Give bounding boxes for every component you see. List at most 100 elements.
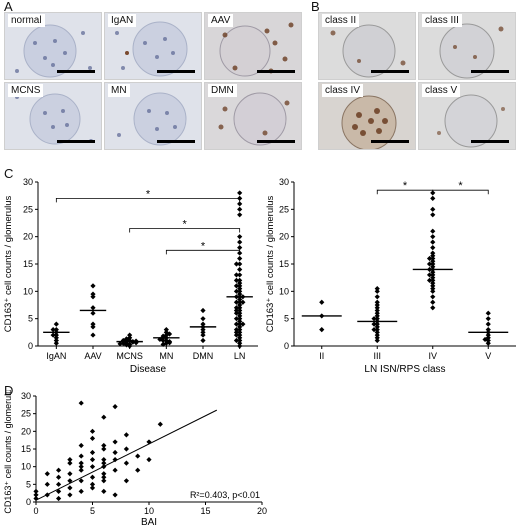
micrograph-normal-image (5, 13, 101, 79)
data-point (157, 421, 163, 427)
data-point (101, 457, 107, 463)
data-point (374, 329, 380, 335)
data-point (89, 435, 96, 441)
data-point (374, 335, 380, 341)
data-point (53, 340, 59, 346)
scale-bar (371, 140, 409, 143)
data-point (89, 457, 96, 463)
data-point (237, 190, 243, 196)
micrograph-mcns: MCNS (4, 82, 102, 150)
data-point (430, 234, 436, 240)
data-point (237, 201, 243, 207)
y-tick-label: 10 (279, 286, 289, 296)
significance-star: * (146, 188, 151, 200)
data-point (237, 266, 243, 273)
x-tick-label: LN (234, 351, 246, 361)
x-axis-label: Disease (130, 364, 167, 375)
data-point (237, 340, 243, 346)
data-point (237, 239, 243, 245)
micrograph-class-iii: class III (418, 12, 516, 80)
y-tick-label: 0 (284, 341, 289, 351)
data-point (127, 332, 133, 338)
data-point (237, 206, 243, 212)
data-point (374, 327, 380, 333)
data-point (430, 212, 436, 218)
data-point (237, 307, 243, 314)
data-point (89, 464, 96, 470)
x-tick-label: DMN (193, 351, 214, 361)
panel-letter-a: A (4, 0, 13, 14)
data-point (237, 313, 243, 319)
micrograph-label: MCNS (8, 84, 44, 97)
x-tick-label: IV (428, 351, 437, 361)
data-point (237, 212, 243, 218)
data-point (430, 299, 436, 305)
data-point (112, 404, 118, 410)
data-point (135, 467, 141, 473)
y-tick-label: 25 (23, 204, 33, 214)
data-point (90, 283, 96, 289)
data-point (101, 414, 107, 420)
data-point (67, 457, 73, 463)
data-point (430, 253, 436, 259)
y-tick-label: 10 (21, 462, 31, 472)
data-point (430, 239, 436, 245)
data-point (78, 453, 84, 459)
data-point (56, 467, 62, 473)
data-point (123, 446, 129, 452)
panel-letter-d: D (4, 383, 14, 398)
micrograph-class-iv-image (319, 83, 415, 149)
data-point (112, 439, 118, 445)
scale-bar (257, 140, 295, 143)
data-point (44, 471, 50, 477)
data-point (430, 206, 436, 212)
data-point (237, 343, 243, 349)
data-point (374, 286, 380, 292)
data-point (374, 299, 380, 305)
scale-bar (257, 70, 295, 73)
data-point (430, 250, 436, 256)
data-point (237, 234, 243, 240)
data-point (101, 442, 107, 449)
data-point (319, 327, 325, 333)
y-tick-label: 5 (28, 314, 33, 324)
data-point (89, 428, 96, 434)
micrograph-label: class III (422, 14, 462, 27)
y-tick-label: 30 (21, 391, 31, 401)
y-tick-label: 15 (23, 259, 33, 269)
data-point (237, 299, 243, 305)
data-point (89, 449, 96, 456)
micrograph-normal: normal (4, 12, 102, 80)
x-tick-label: MN (159, 351, 173, 361)
data-point (430, 261, 436, 267)
y-tick-label: 30 (23, 177, 33, 187)
y-tick-label: 15 (21, 444, 31, 454)
data-point (112, 467, 118, 473)
data-point (430, 228, 436, 234)
data-point (233, 332, 240, 338)
y-tick-label: 5 (26, 479, 31, 489)
data-point (233, 337, 240, 344)
data-point (237, 305, 243, 311)
data-point (90, 305, 96, 311)
data-point (112, 492, 118, 498)
data-point (233, 299, 240, 305)
data-point (485, 340, 491, 346)
data-point (101, 474, 107, 480)
data-point (56, 495, 62, 502)
data-point (90, 291, 96, 297)
micrograph-label: class V (422, 84, 461, 97)
significance-star: * (403, 180, 408, 192)
scale-bar (157, 70, 195, 73)
y-tick-label: 20 (21, 426, 31, 436)
micrograph-label: normal (8, 14, 45, 27)
data-point (374, 307, 380, 314)
data-point (240, 299, 246, 305)
data-point (430, 272, 436, 278)
data-point (67, 471, 73, 477)
data-point (485, 321, 491, 327)
y-tick-label: 20 (23, 232, 33, 242)
data-point (485, 327, 491, 333)
data-point (135, 453, 141, 459)
scale-bar (57, 140, 95, 143)
